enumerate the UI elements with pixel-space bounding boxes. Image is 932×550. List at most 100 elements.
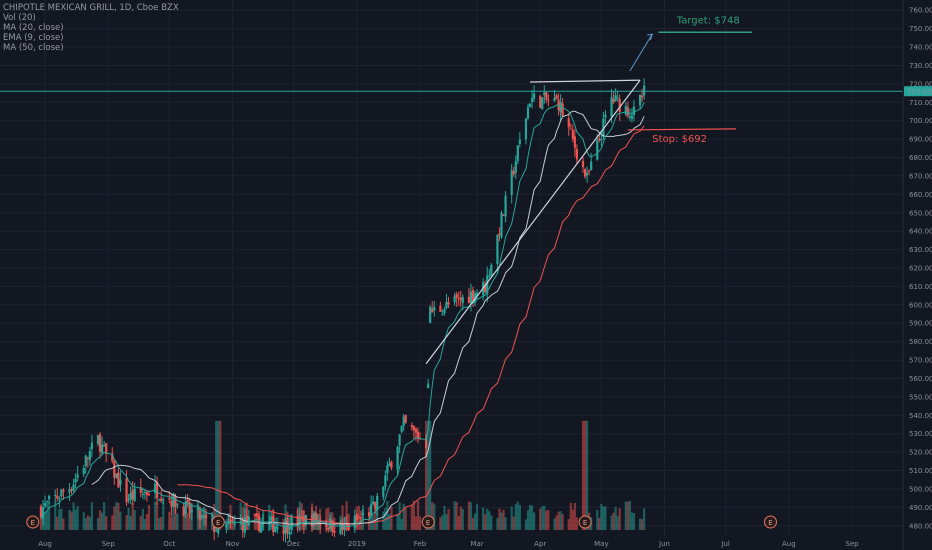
price-tick: 700.00 — [909, 117, 932, 125]
candle-body — [45, 500, 49, 502]
legend-ma50[interactable]: MA (50, close) — [3, 43, 64, 53]
price-axis[interactable]: 480.00 490.00 500.00 510.00 520.00 530.00 540.… — [902, 0, 932, 550]
volume-bar — [105, 515, 108, 530]
candle-body — [441, 314, 444, 316]
candle-body — [98, 434, 102, 452]
triangle-support-line — [425, 79, 641, 365]
volume-bar — [113, 506, 116, 530]
volume-bar — [386, 500, 389, 530]
time-tick: Sep — [102, 540, 116, 548]
time-axis[interactable]: Aug Sep Oct Nov Dec 2019 Feb Mar Apr May Jun Jul Aug… — [38, 540, 859, 548]
legend-ema9[interactable]: EMA (9, close) — [3, 33, 64, 43]
volume-bar — [628, 500, 631, 530]
candle-body — [600, 139, 603, 141]
candle-body — [325, 524, 328, 527]
price-tick: 560.00 — [909, 375, 932, 383]
volume-bar — [400, 518, 403, 530]
candle-body — [225, 524, 228, 528]
volume-bar — [418, 516, 422, 530]
candle-body — [369, 504, 373, 516]
volume-bar — [125, 515, 128, 530]
time-tick: Jul — [720, 540, 730, 548]
candle-body — [596, 139, 599, 160]
candle-body — [567, 118, 570, 128]
volume-bar — [158, 517, 161, 530]
candle-body — [386, 465, 389, 474]
volume-bar — [45, 510, 49, 530]
candle-body — [243, 517, 246, 533]
price-tick: 740.00 — [909, 44, 932, 52]
volume-bar — [416, 500, 420, 530]
time-tick: 2019 — [348, 540, 366, 548]
earnings-marker — [211, 515, 225, 529]
symbol-title[interactable]: CHIPOTLE MEXICAN GRILL, 1D, Cboe BZX — [3, 3, 179, 13]
volume-bar — [475, 504, 479, 530]
volume-bar — [168, 511, 171, 530]
candle-body — [125, 478, 128, 503]
volume-bar — [626, 501, 629, 530]
candle-body — [153, 483, 157, 494]
candle-body — [186, 499, 189, 503]
candle-body — [174, 496, 177, 508]
volume-bar — [48, 502, 51, 530]
volume-bar — [396, 513, 399, 530]
candle-body — [459, 297, 462, 301]
candle-body — [453, 296, 456, 303]
candle-body — [425, 436, 428, 449]
candle-body — [302, 515, 305, 527]
volume-bar — [596, 510, 599, 530]
candle-body — [245, 515, 248, 524]
earnings-marker — [578, 515, 592, 529]
candle-body — [575, 149, 578, 160]
candle-body — [296, 515, 299, 527]
volume-bar — [376, 511, 379, 530]
candle-body — [510, 170, 513, 195]
candle-body — [357, 517, 360, 519]
candle-body — [288, 531, 291, 535]
volume-bar — [471, 517, 475, 530]
candle-body — [398, 434, 401, 446]
volume-bar — [533, 512, 536, 530]
candle-body — [190, 509, 193, 513]
candle-body — [111, 453, 114, 461]
candle-body — [484, 284, 487, 293]
volume-bar — [602, 506, 605, 530]
candle-body — [286, 518, 289, 533]
candle-body — [571, 129, 574, 139]
volume-bar — [54, 502, 57, 530]
ma20-line — [91, 110, 645, 525]
volume-bar — [384, 507, 387, 530]
candle-body — [70, 489, 73, 491]
volume-bar — [541, 506, 544, 530]
candle-body — [233, 523, 236, 525]
price-tick: 490.00 — [909, 504, 932, 512]
price-tick: 510.00 — [909, 467, 932, 475]
volume-bar — [431, 502, 434, 530]
candle-body — [475, 292, 479, 297]
price-tick: 600.00 — [909, 301, 932, 309]
candle-body — [196, 508, 199, 511]
candle-body — [129, 492, 132, 501]
candle-body — [76, 474, 79, 478]
candle-body — [39, 506, 43, 518]
volume-bar — [614, 506, 617, 530]
volume-bar — [414, 516, 418, 530]
volume-bar — [581, 420, 585, 530]
volume-bar — [553, 518, 556, 530]
price-tick: 530.00 — [909, 430, 932, 438]
stop-label: Stop: $692 — [652, 134, 707, 145]
candle-body — [433, 306, 436, 311]
time-tick: Jun — [658, 540, 670, 548]
candle-body — [402, 416, 405, 427]
volume-bar — [461, 508, 464, 530]
legend-ma20[interactable]: MA (20, close) — [3, 23, 64, 33]
candle-body — [528, 103, 532, 107]
candle-body — [588, 170, 591, 172]
candle-body — [105, 443, 108, 454]
volume-bar — [443, 505, 446, 530]
volume-bar — [129, 515, 132, 530]
candle-body — [241, 520, 244, 531]
legend-vol[interactable]: Vol (20) — [3, 13, 36, 23]
